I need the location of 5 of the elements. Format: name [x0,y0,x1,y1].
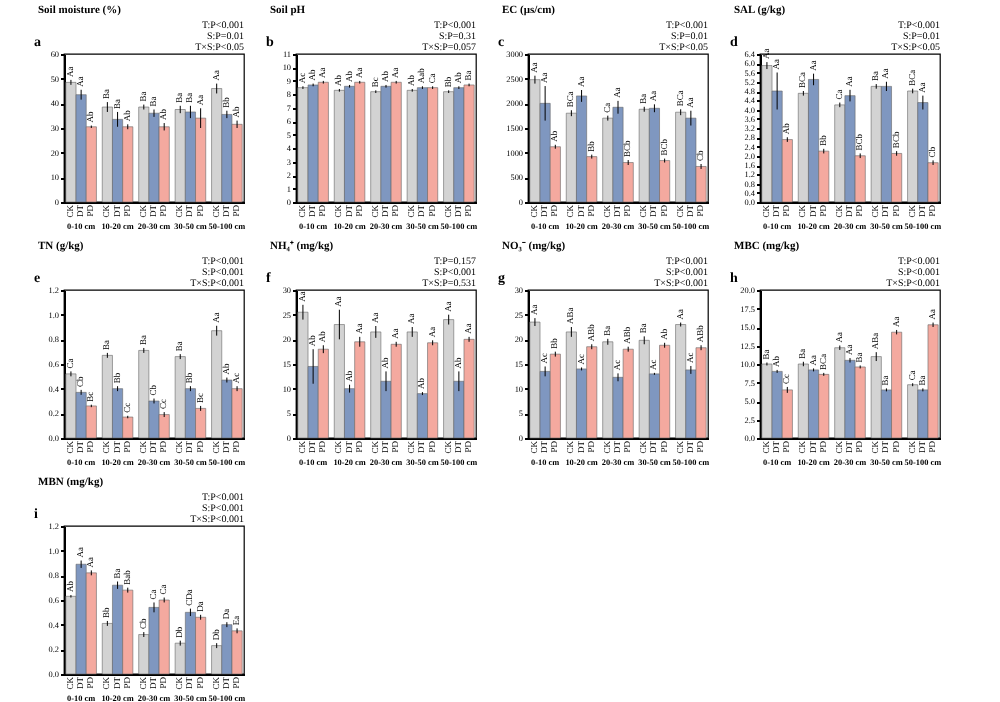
bar [602,341,614,439]
bar [443,319,455,439]
bar [370,331,382,439]
bar [675,324,687,439]
bar [907,384,919,439]
